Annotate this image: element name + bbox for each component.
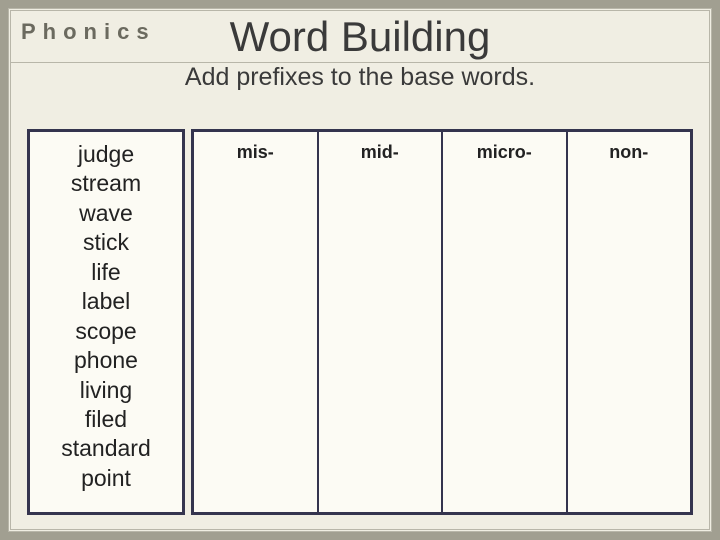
base-word: label bbox=[30, 287, 182, 316]
prefix-columns: mis- mid- micro- non- bbox=[191, 129, 693, 515]
page-title: Word Building bbox=[11, 13, 709, 61]
base-word: phone bbox=[30, 346, 182, 375]
base-word: standard bbox=[30, 434, 182, 463]
prefix-header: non- bbox=[568, 142, 691, 163]
base-word: scope bbox=[30, 317, 182, 346]
base-word: point bbox=[30, 464, 182, 493]
prefix-header: micro- bbox=[443, 142, 566, 163]
prefix-header: mis- bbox=[194, 142, 317, 163]
base-words-box: judge stream wave stick life label scope… bbox=[27, 129, 185, 515]
content-area: judge stream wave stick life label scope… bbox=[27, 129, 693, 515]
prefix-header: mid- bbox=[319, 142, 442, 163]
base-word: judge bbox=[30, 140, 182, 169]
prefix-column-non: non- bbox=[567, 129, 694, 515]
prefix-column-mis: mis- bbox=[191, 129, 318, 515]
prefix-column-micro: micro- bbox=[442, 129, 567, 515]
base-word: living bbox=[30, 376, 182, 405]
base-word: wave bbox=[30, 199, 182, 228]
instructions: Add prefixes to the base words. bbox=[11, 63, 709, 92]
base-word: stream bbox=[30, 169, 182, 198]
prefix-column-mid: mid- bbox=[318, 129, 443, 515]
base-word: stick bbox=[30, 228, 182, 257]
worksheet-page: Phonics Word Building Add prefixes to th… bbox=[8, 8, 712, 532]
base-word: life bbox=[30, 258, 182, 287]
base-word: filed bbox=[30, 405, 182, 434]
